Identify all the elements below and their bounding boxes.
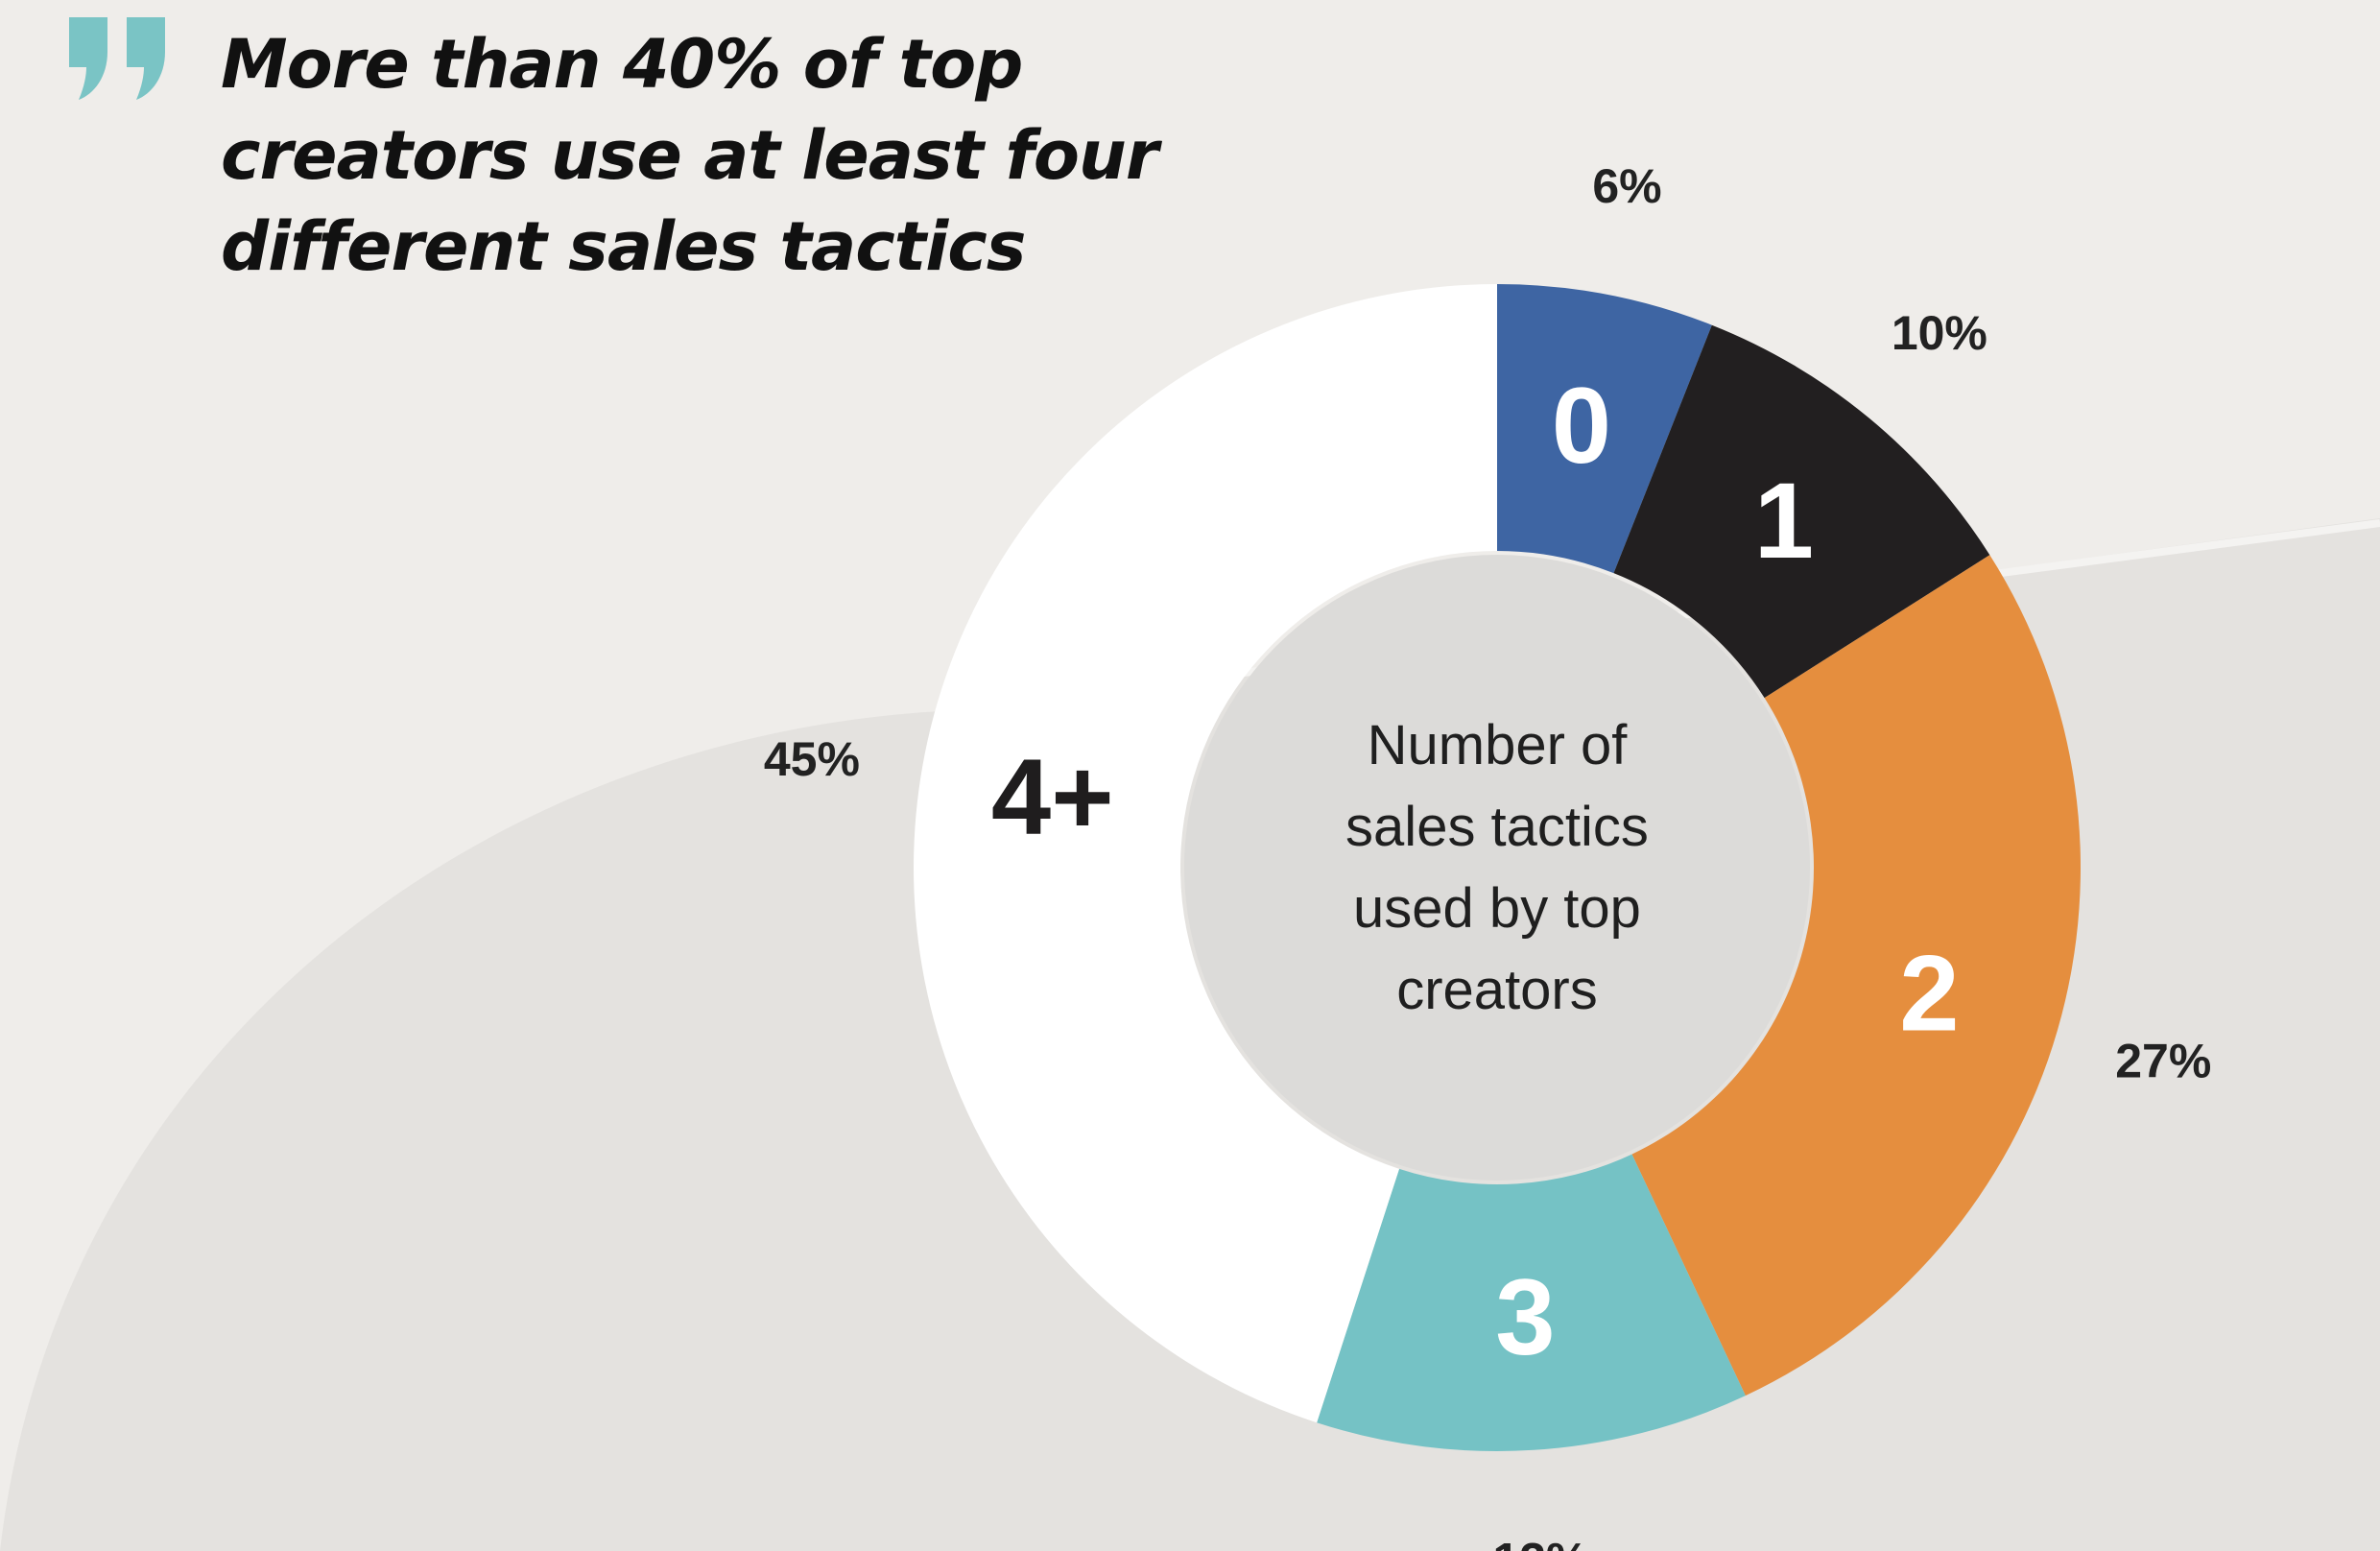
slice-category-label: 3 (1495, 1257, 1555, 1377)
slice-percent-label: 6% (1592, 159, 1661, 213)
center-label-line: creators (1396, 959, 1598, 1021)
slice-category-label: 1 (1754, 461, 1814, 581)
headline: More than 40% of top creators use at lea… (221, 19, 1180, 293)
slice-percent-label: 27% (2115, 1035, 2211, 1088)
slice-percent-label: 12% (1492, 1534, 1588, 1551)
slice-percent-label: 45% (764, 732, 860, 786)
center-label-line: sales tactics (1345, 796, 1649, 858)
headline-line: different sales tactics (221, 207, 1026, 286)
center-label-line: Number of (1368, 714, 1629, 776)
headline-line: More than 40% of top (221, 25, 1023, 104)
slice-category-label: 2 (1899, 933, 1959, 1053)
center-label-line: used by top (1353, 877, 1641, 940)
donut-slice-4-plus (914, 284, 1497, 1423)
donut-slice-2 (1631, 555, 2081, 1396)
slice-category-label: 0 (1552, 366, 1611, 486)
donut-slice-3 (1317, 1154, 1746, 1451)
slice-category-label: 4+ (991, 737, 1114, 857)
slice-percent-label: 10% (1892, 306, 1987, 360)
headline-line: creators use at least four (221, 116, 1158, 195)
donut-slice-1 (1613, 324, 1990, 699)
donut-slice-0 (1497, 284, 1712, 574)
donut-center (1184, 555, 1810, 1181)
quote-mark-icon (69, 17, 165, 100)
